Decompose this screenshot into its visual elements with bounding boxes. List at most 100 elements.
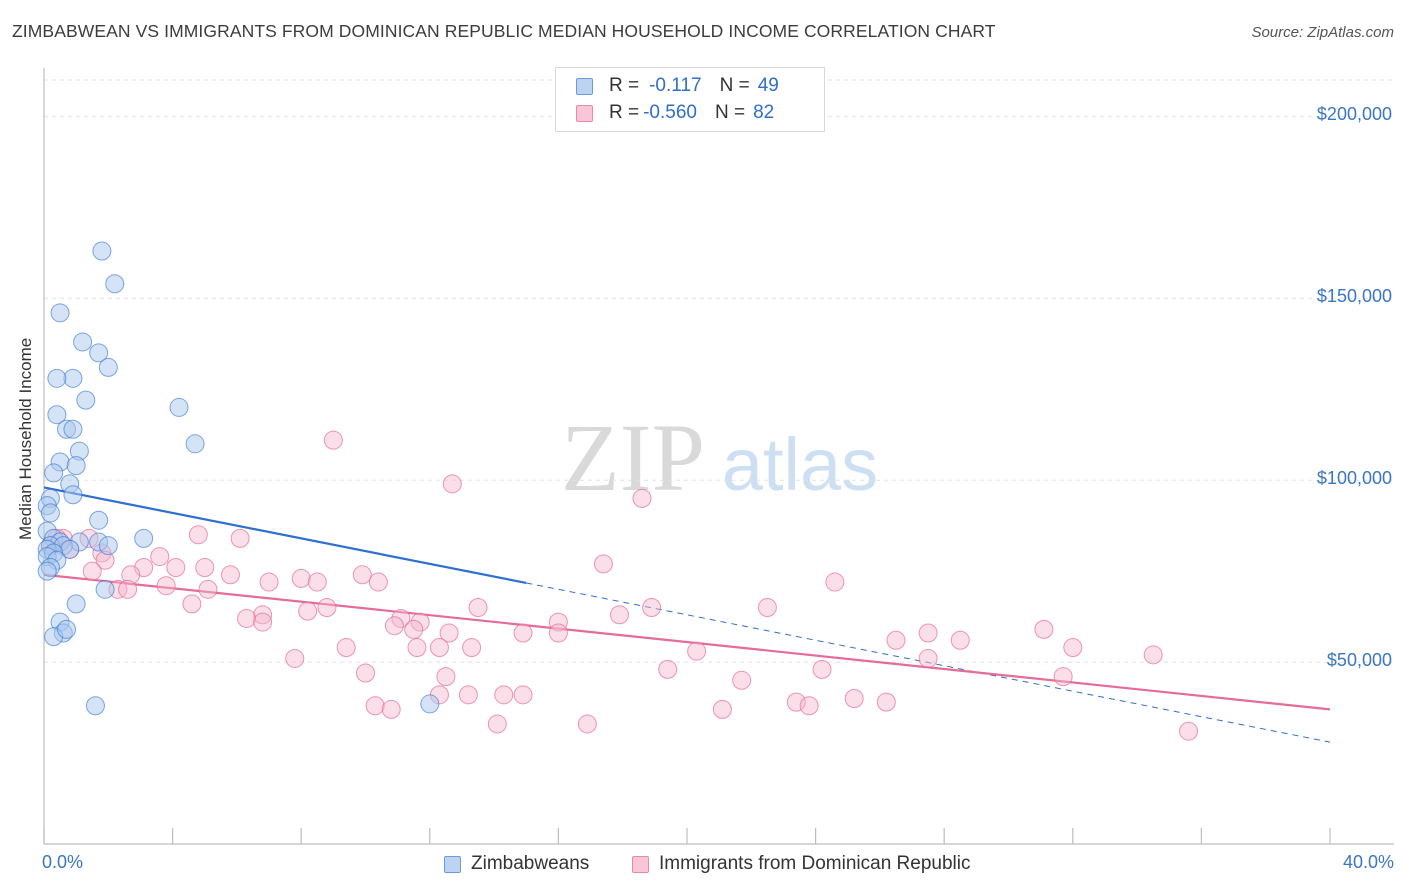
r-label: R = xyxy=(609,75,640,96)
point-dominican xyxy=(188,525,208,545)
point-zimbabweans xyxy=(37,561,57,581)
point-dominican xyxy=(1053,667,1073,687)
bottom-legend-zimbabweans: Zimbabweans xyxy=(444,853,589,875)
point-zimbabweans xyxy=(57,619,77,639)
point-dominican xyxy=(757,598,777,618)
point-dominican xyxy=(285,648,305,668)
point-dominican xyxy=(404,619,424,639)
axes xyxy=(43,68,1394,845)
point-dominican xyxy=(593,554,613,574)
point-dominican xyxy=(384,616,404,636)
bottom-legend-dominican: Immigrants from Dominican Republic xyxy=(632,853,971,875)
point-dominican xyxy=(642,598,662,618)
point-dominican xyxy=(439,623,459,643)
point-dominican xyxy=(317,598,337,618)
point-dominican xyxy=(259,572,279,592)
point-zimbabweans xyxy=(63,368,83,388)
watermark-atlas: atlas xyxy=(722,423,878,506)
point-zimbabweans xyxy=(40,503,60,523)
point-zimbabweans xyxy=(76,390,96,410)
point-dominican xyxy=(1179,721,1199,741)
point-dominican xyxy=(658,659,678,679)
x-tick-label-min: 0.0% xyxy=(42,852,84,872)
point-zimbabweans xyxy=(134,528,154,548)
point-dominican xyxy=(391,608,411,628)
point-dominican xyxy=(156,576,176,596)
point-zimbabweans xyxy=(95,579,115,599)
point-dominican xyxy=(195,558,215,578)
point-dominican xyxy=(118,579,138,599)
r-label: R = xyxy=(609,102,640,123)
chart-source: Source: ZipAtlas.com xyxy=(1251,24,1394,41)
point-dominican xyxy=(844,688,864,708)
data-points xyxy=(37,241,1199,741)
trend-line-zimbabweans xyxy=(43,486,527,585)
point-dominican xyxy=(407,638,427,658)
stats-legend-row-zimbabweans: R = -0.117 N = 49 xyxy=(576,74,779,98)
y-tick-label: $150,000 xyxy=(1316,286,1392,307)
trend-line-dominican xyxy=(43,573,1331,711)
point-dominican xyxy=(494,685,514,705)
point-zimbabweans xyxy=(85,696,105,716)
point-zimbabweans xyxy=(44,463,64,483)
y-tick-label: $50,000 xyxy=(1326,650,1392,671)
point-dominican xyxy=(166,558,186,578)
point-dominican xyxy=(307,572,327,592)
point-dominican xyxy=(442,474,462,494)
point-dominican xyxy=(368,572,388,592)
point-dominican xyxy=(487,714,507,734)
point-zimbabweans xyxy=(63,419,83,439)
point-zimbabweans xyxy=(98,536,118,556)
point-dominican xyxy=(876,692,896,712)
point-dominican xyxy=(513,685,533,705)
stats-legend-row-dominican: R = -0.560 N = 82 xyxy=(576,101,774,125)
point-zimbabweans xyxy=(185,434,205,454)
point-dominican xyxy=(121,565,141,585)
point-dominican xyxy=(82,561,102,581)
point-dominican xyxy=(230,528,250,548)
point-dominican xyxy=(323,430,343,450)
stats-legend: R = -0.117 N = 49 R = -0.560 N = 82 xyxy=(555,67,825,132)
bottom-legend-label: Zimbabweans xyxy=(471,853,590,874)
point-zimbabweans xyxy=(66,456,86,476)
point-zimbabweans xyxy=(47,405,67,425)
point-dominican xyxy=(886,630,906,650)
point-dominican xyxy=(429,638,449,658)
point-dominican xyxy=(1063,638,1083,658)
point-dominican xyxy=(336,638,356,658)
y-tick-label: $200,000 xyxy=(1316,104,1392,125)
point-dominican xyxy=(786,692,806,712)
point-zimbabweans xyxy=(89,343,109,363)
x-tick-label-max: 40.0% xyxy=(1342,852,1394,872)
point-dominican xyxy=(410,612,430,632)
point-zimbabweans xyxy=(63,485,83,505)
legend-swatch-blue xyxy=(576,77,593,95)
point-zimbabweans xyxy=(89,510,109,530)
point-dominican xyxy=(548,623,568,643)
point-dominican xyxy=(632,488,652,508)
legend-swatch-pink xyxy=(576,104,593,122)
point-dominican xyxy=(1143,645,1163,665)
point-dominican xyxy=(253,612,273,632)
point-dominican xyxy=(513,623,533,643)
point-zimbabweans xyxy=(66,594,86,614)
r-value: -0.560 xyxy=(643,102,697,123)
point-dominican xyxy=(812,659,832,679)
point-zimbabweans xyxy=(105,274,125,294)
point-dominican xyxy=(365,696,385,716)
point-dominican xyxy=(220,565,240,585)
point-dominican xyxy=(687,641,707,661)
point-dominican xyxy=(150,547,170,567)
watermark-zip: ZIP xyxy=(561,404,705,511)
point-dominican xyxy=(1034,619,1054,639)
point-dominican xyxy=(198,579,218,599)
bottom-legend-label: Immigrants from Dominican Republic xyxy=(659,853,971,874)
grid-lines xyxy=(44,79,1394,663)
point-dominican xyxy=(237,608,257,628)
y-axis-label: Median Household Income xyxy=(16,337,35,540)
point-zimbabweans xyxy=(92,241,112,261)
point-dominican xyxy=(732,670,752,690)
point-dominican xyxy=(468,598,488,618)
point-dominican xyxy=(825,572,845,592)
bottom-legend-swatch-pink xyxy=(632,855,649,873)
